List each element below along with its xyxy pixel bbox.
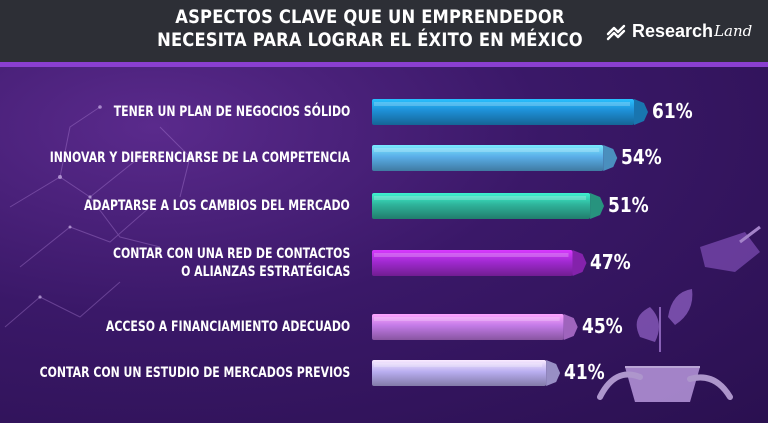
bar-1 [372,99,634,125]
category-label-3: ADAPTARSE A LOS CAMBIOS DEL MERCADO [84,197,350,215]
title-line-1: ASPECTOS CLAVE QUE UN EMPRENDEDOR [175,6,565,28]
brand-logo: Research Land [606,18,752,44]
bar-highlight-5 [374,317,560,321]
bar-highlight-3 [374,196,587,200]
background-decoration [4,105,761,402]
bar-2 [372,145,604,171]
bar-6 [372,360,547,386]
bar-highlight-6 [374,363,543,367]
bar-cap-3 [590,193,605,219]
category-label-4-line-2: O ALIANZAS ESTRATÉGICAS [180,264,350,280]
value-label-3: 51% [608,193,649,217]
plant-pot-icon [597,225,761,402]
title-line-2: NECESITA PARA LOGRAR EL ÉXITO EN MÉXICO [157,29,583,51]
brand-name: Research [632,20,714,41]
value-label-5: 45% [581,314,623,338]
bar-cap-6 [546,360,561,386]
brand-suffix: Land [714,22,753,40]
page-title: ASPECTOS CLAVE QUE UN EMPRENDEDOR NECESI… [155,6,585,52]
category-label-3-line-1: ADAPTARSE A LOS CAMBIOS DEL MERCADO [84,198,350,214]
header-bar: ASPECTOS CLAVE QUE UN EMPRENDEDOR NECESI… [0,0,768,67]
bar-highlight-4 [374,253,569,257]
bar-highlight-1 [374,102,630,106]
category-label-5: ACCESO A FINANCIAMIENTO ADECUADO [106,318,350,336]
bar-cap-1 [634,99,648,125]
value-label-6: 41% [564,360,605,384]
bar-cap-5 [563,314,578,340]
bar-4 [372,250,573,276]
value-label-1: 61% [652,99,693,123]
category-label-6: CONTAR CON UN ESTUDIO DE MERCADOS PREVIO… [39,364,350,382]
category-label-1-line-1: TENER UN PLAN DE NEGOCIOS SÓLIDO [113,104,350,120]
category-label-6-line-1: CONTAR CON UN ESTUDIO DE MERCADOS PREVIO… [39,365,350,381]
bar-cap-4 [572,250,587,276]
researchland-logo-icon [606,24,626,41]
value-label-2: 54% [621,145,662,169]
bar-highlight-2 [374,148,600,152]
category-label-2: INNOVAR Y DIFERENCIARSE DE LA COMPETENCI… [50,149,350,167]
bar-5 [372,314,564,340]
bar-3 [372,193,591,219]
category-label-2-line-1: INNOVAR Y DIFERENCIARSE DE LA COMPETENCI… [49,150,350,166]
category-label-4-line-1: CONTAR CON UNA RED DE CONTACTOS [112,246,350,262]
value-label-4: 47% [590,250,632,274]
bar-cap-2 [603,145,618,171]
category-label-4: CONTAR CON UNA RED DE CONTACTOS O ALIANZA… [113,245,350,281]
category-label-1: TENER UN PLAN DE NEGOCIOS SÓLIDO [113,103,350,121]
category-label-5-line-1: ACCESO A FINANCIAMIENTO ADECUADO [105,319,350,335]
